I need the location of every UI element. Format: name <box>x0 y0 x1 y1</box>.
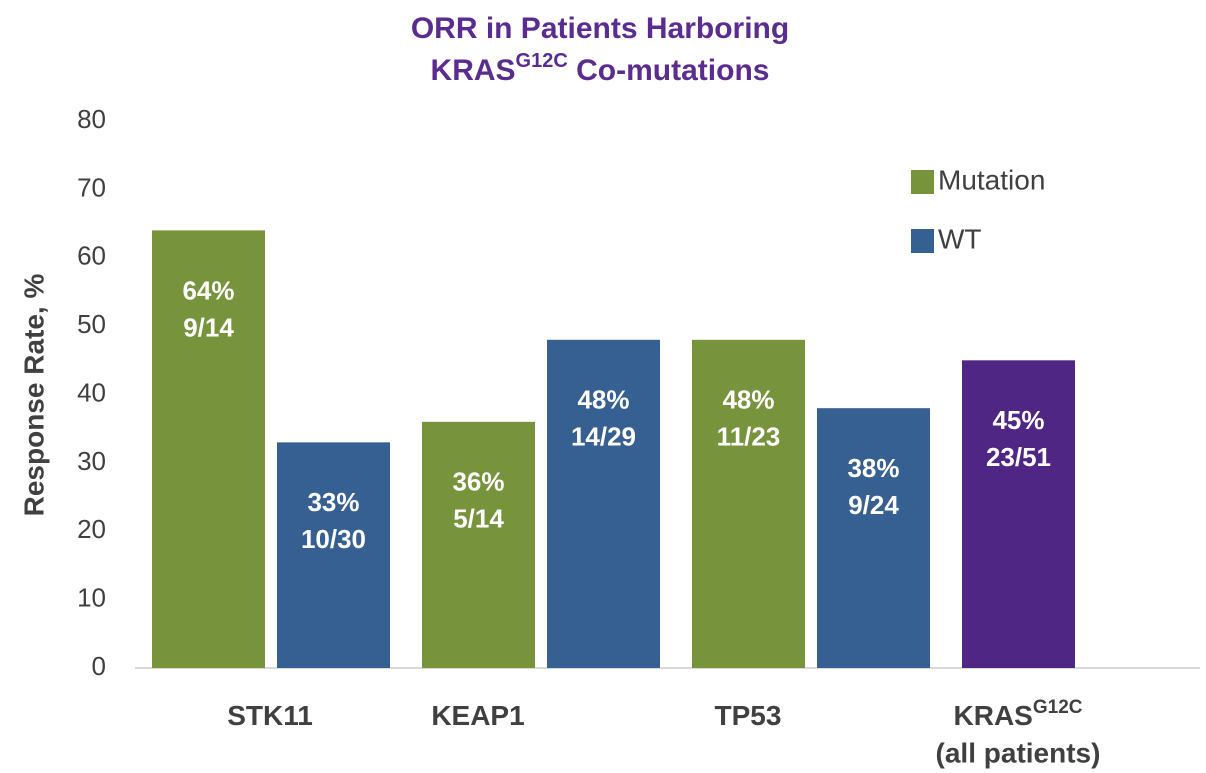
bar <box>817 408 930 668</box>
title-text: Co-mutations <box>568 54 770 87</box>
data-label-count: 9/14 <box>183 312 234 342</box>
category-superscript: G12C <box>1033 697 1083 718</box>
bar <box>422 421 535 668</box>
data-label-count: 10/30 <box>301 524 366 554</box>
data-label: 38% <box>847 453 899 483</box>
y-tick-label: 70 <box>77 172 106 202</box>
data-label-count: 9/24 <box>848 490 899 520</box>
data-label: 45% <box>992 405 1044 435</box>
x-tick-label: KRASG12C <box>954 697 1083 731</box>
legend-label: WT <box>938 223 982 254</box>
y-tick-label: 50 <box>77 309 106 339</box>
bar <box>547 339 660 668</box>
category-name: KEAP1 <box>431 700 524 731</box>
legend-swatch <box>911 229 934 253</box>
y-tick-label: 0 <box>92 651 106 681</box>
chart-title: ORR in Patients Harboring <box>411 12 789 45</box>
data-label-count: 11/23 <box>717 422 781 452</box>
x-tick-note: (all patients) <box>936 737 1101 768</box>
y-tick-label: 20 <box>77 514 106 544</box>
data-label-count: 14/29 <box>571 422 636 452</box>
bar <box>692 339 805 668</box>
category-name: KRAS <box>954 700 1033 731</box>
category-name: TP53 <box>715 700 782 731</box>
data-label-count: 23/51 <box>986 442 1051 472</box>
y-tick-label: 60 <box>77 241 106 271</box>
x-tick-label: KEAP1 <box>431 700 524 731</box>
x-tick-label: STK11 <box>227 700 313 731</box>
title-text: KRAS <box>431 54 516 87</box>
y-tick-label: 80 <box>77 104 106 134</box>
y-axis-label: Response Rate, % <box>18 274 49 517</box>
data-label: 64% <box>182 275 234 305</box>
data-label: 36% <box>452 467 504 497</box>
bar <box>152 230 265 668</box>
bar <box>277 442 390 668</box>
chart-title: KRASG12C Co-mutations <box>431 50 770 87</box>
category-name: STK11 <box>227 700 313 731</box>
bar <box>962 360 1075 668</box>
x-tick-label: TP53 <box>715 700 782 731</box>
data-label: 33% <box>307 487 359 517</box>
data-label: 48% <box>577 385 629 415</box>
legend-swatch <box>911 170 934 194</box>
y-tick-label: 10 <box>77 583 106 613</box>
legend-label: Mutation <box>938 164 1045 195</box>
title-superscript: G12C <box>516 50 568 72</box>
y-tick-label: 30 <box>77 446 106 476</box>
data-label: 48% <box>722 385 774 415</box>
y-tick-label: 40 <box>77 377 106 407</box>
data-label-count: 5/14 <box>453 504 504 534</box>
